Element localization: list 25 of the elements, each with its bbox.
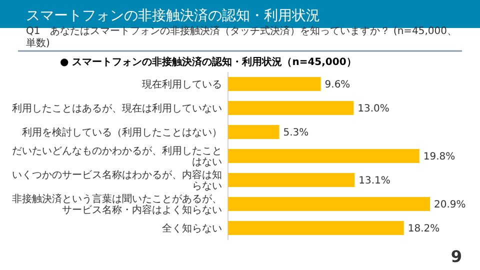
data-label: 18.2% [408, 224, 440, 234]
text: 9 [450, 247, 462, 266]
y-tick-label: 全く知らない [162, 222, 222, 234]
bar [228, 197, 430, 211]
bar [228, 77, 321, 91]
chart-title: スマートフォンの非接触決済の認知・利用状況 [26, 8, 320, 24]
data-label: 20.9% [434, 200, 466, 210]
bar [228, 125, 280, 139]
y-tick-label: いくつかのサービス名称はわかるが、内容は知らない [12, 169, 222, 192]
data-label: 5.3% [283, 128, 309, 138]
data-label: 19.8% [423, 152, 456, 162]
bar [228, 101, 354, 115]
bar [228, 173, 355, 187]
text: ● スマートフォンの非接触決済の認知・利用状況（n=45,000） [60, 56, 356, 68]
data-label: 13.0% [358, 104, 390, 114]
y-tick-label: 非接触決済という言葉は聞いたことがあるが、サービス名称・内容はよく知らない [12, 193, 222, 216]
y-tick-label: 利用を検討している（利用したことはない） [22, 126, 222, 138]
chart-subtitle: Q1 あなたはスマートフォンの非接触決済（タッチ式決済）を知っていますか？ (n=45,000、単数) [26, 25, 458, 49]
data-label: 9.6% [324, 80, 350, 90]
y-tick-label: 利用したことはあるが、現在は利用していない [12, 102, 222, 114]
bar [228, 221, 404, 235]
data-label: 13.1% [358, 176, 390, 186]
y-tick-label: 現在利用している [142, 78, 222, 90]
bar [228, 149, 420, 163]
y-tick-label: だいたいどんなものかわかるが、利用したことはない [12, 145, 222, 168]
